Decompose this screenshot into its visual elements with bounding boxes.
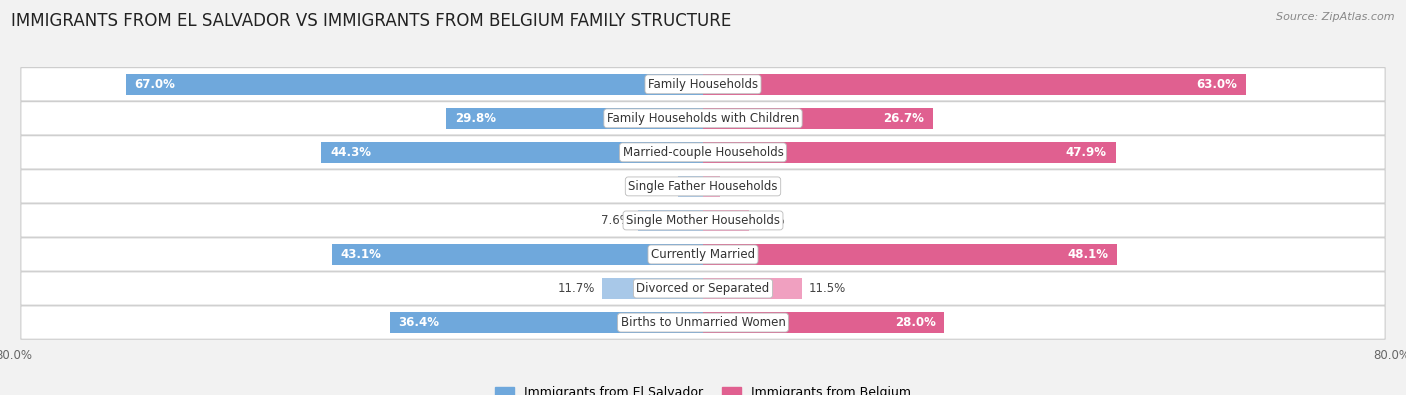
Text: 28.0%: 28.0% [894, 316, 935, 329]
Text: 7.6%: 7.6% [600, 214, 631, 227]
Text: Single Father Households: Single Father Households [628, 180, 778, 193]
Text: 67.0%: 67.0% [135, 78, 176, 91]
FancyBboxPatch shape [21, 238, 1385, 271]
FancyBboxPatch shape [21, 136, 1385, 169]
Text: 2.0%: 2.0% [727, 180, 756, 193]
Text: 29.8%: 29.8% [456, 112, 496, 125]
Text: Family Households with Children: Family Households with Children [607, 112, 799, 125]
Bar [637, 210, 703, 231]
Bar [703, 244, 1118, 265]
Bar [389, 312, 703, 333]
Bar [703, 176, 720, 197]
Text: 5.3%: 5.3% [755, 214, 785, 227]
Text: 11.7%: 11.7% [558, 282, 595, 295]
Text: 44.3%: 44.3% [330, 146, 371, 159]
Text: 43.1%: 43.1% [340, 248, 381, 261]
FancyBboxPatch shape [21, 102, 1385, 135]
Text: 2.9%: 2.9% [641, 180, 671, 193]
FancyBboxPatch shape [21, 68, 1385, 101]
Bar [703, 210, 748, 231]
Bar [703, 278, 801, 299]
Text: Single Mother Households: Single Mother Households [626, 214, 780, 227]
Bar [703, 142, 1115, 163]
Text: IMMIGRANTS FROM EL SALVADOR VS IMMIGRANTS FROM BELGIUM FAMILY STRUCTURE: IMMIGRANTS FROM EL SALVADOR VS IMMIGRANT… [11, 12, 731, 30]
Bar [332, 244, 703, 265]
FancyBboxPatch shape [21, 306, 1385, 339]
Text: 48.1%: 48.1% [1067, 248, 1108, 261]
Bar [678, 176, 703, 197]
Text: Married-couple Households: Married-couple Households [623, 146, 783, 159]
Text: Births to Unmarried Women: Births to Unmarried Women [620, 316, 786, 329]
Text: 26.7%: 26.7% [883, 112, 924, 125]
Text: Divorced or Separated: Divorced or Separated [637, 282, 769, 295]
FancyBboxPatch shape [21, 170, 1385, 203]
Text: 47.9%: 47.9% [1066, 146, 1107, 159]
FancyBboxPatch shape [21, 272, 1385, 305]
FancyBboxPatch shape [21, 204, 1385, 237]
Bar [127, 74, 703, 94]
Text: Currently Married: Currently Married [651, 248, 755, 261]
Bar [703, 312, 945, 333]
Text: 63.0%: 63.0% [1197, 78, 1237, 91]
Bar [703, 108, 934, 128]
Legend: Immigrants from El Salvador, Immigrants from Belgium: Immigrants from El Salvador, Immigrants … [495, 386, 911, 395]
Text: Family Households: Family Households [648, 78, 758, 91]
Bar [602, 278, 703, 299]
Bar [703, 74, 1246, 94]
Text: 36.4%: 36.4% [398, 316, 439, 329]
Text: 11.5%: 11.5% [808, 282, 846, 295]
Bar [446, 108, 703, 128]
Text: Source: ZipAtlas.com: Source: ZipAtlas.com [1277, 12, 1395, 22]
Bar [322, 142, 703, 163]
